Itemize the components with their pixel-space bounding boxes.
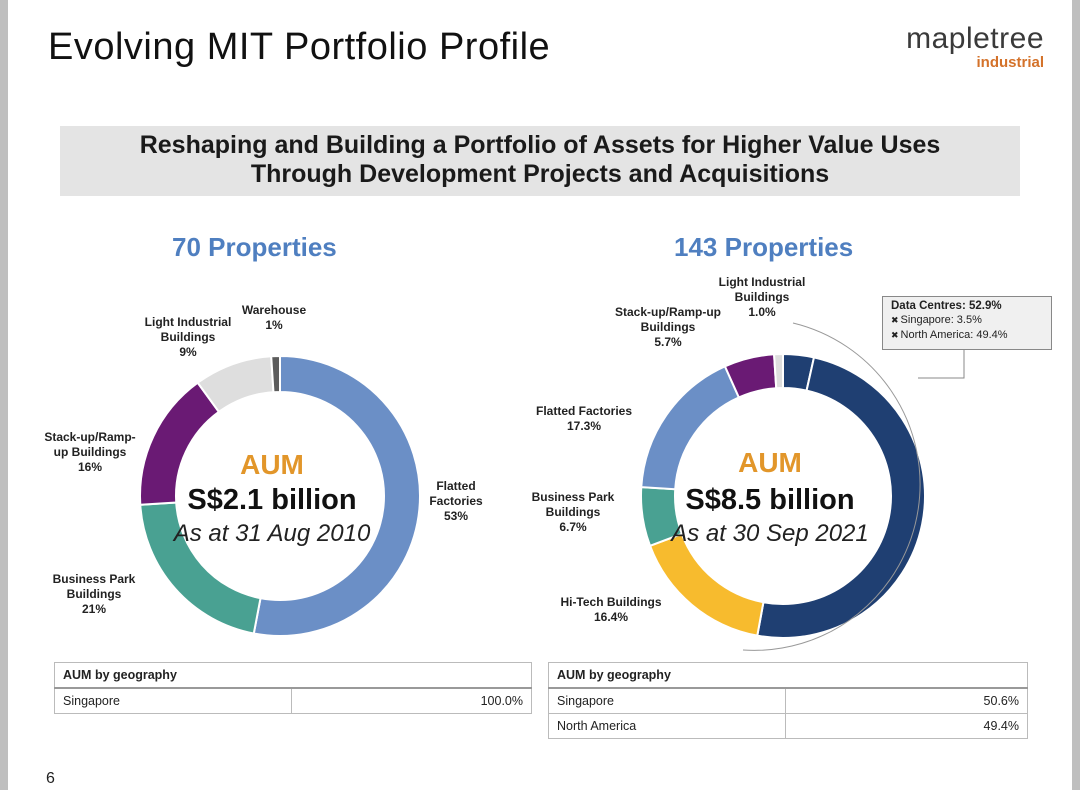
banner-line-1: Reshaping and Building a Portfolio of As… (139, 131, 941, 159)
label-flatted-2010: Flatted Factories 53% (429, 479, 483, 523)
geo-header: AUM by geography (548, 662, 1028, 689)
data-centre-bracket (742, 322, 921, 651)
donut-charts: AUM S$2.1 billion As at 31 Aug 2010 AUM … (44, 275, 965, 651)
geo-value: 100.0% (291, 687, 532, 714)
mapletree-logo: mapletree industrial (906, 24, 1044, 72)
label-stackup-2010: Stack-up/Ramp- up Buildings 16% (44, 430, 135, 474)
svg-text:Warehouse: Warehouse (242, 303, 307, 317)
logo-sub-text: industrial (976, 54, 1044, 71)
svg-text:Business Park: Business Park (53, 572, 136, 586)
aum-date-2010: As at 31 Aug 2010 (172, 520, 371, 547)
callout-item-singapore: ✖ Singapore: 3.5% (891, 314, 982, 326)
svg-text:53%: 53% (444, 509, 468, 523)
geo-region: Singapore (548, 687, 786, 714)
aum-value-2010: S$2.1 billion (187, 484, 356, 516)
slide: Evolving MIT Portfolio Profile mapletree… (8, 0, 1072, 790)
svg-text:Business Park: Business Park (532, 490, 615, 504)
subtitle-banner: Reshaping and Building a Portfolio of As… (60, 126, 1020, 196)
label-business-park-2021: Business Park Buildings 6.7% (532, 490, 615, 534)
aum-value-2021: S$8.5 billion (685, 484, 854, 516)
svg-text:Buildings: Buildings (161, 330, 216, 344)
svg-text:5.7%: 5.7% (654, 335, 682, 349)
svg-text:21%: 21% (82, 602, 106, 616)
callout-item-north-america: ✖ North America: 49.4% (891, 329, 1008, 341)
data-centres-callout: Data Centres: 52.9% ✖ Singapore: 3.5% ✖ No… (882, 296, 1052, 350)
svg-text:16%: 16% (78, 460, 102, 474)
svg-text:Buildings: Buildings (735, 290, 790, 304)
label-flatted-2021: Flatted Factories 17.3% (536, 404, 632, 433)
table-row: Singapore 50.6% (548, 687, 1028, 714)
chart-2021-title: 143 Properties (674, 232, 854, 262)
svg-text:9%: 9% (179, 345, 197, 359)
slice-hi-tech-buildings (648, 532, 765, 637)
label-light-industrial-2010: Light Industrial Buildings 9% (145, 315, 232, 359)
geography-table-2021: AUM by geography Singapore 50.6% North A… (548, 662, 1028, 739)
donut-2010 (139, 354, 421, 637)
chart-2010-title: 70 Properties (172, 232, 337, 262)
svg-text:1%: 1% (265, 318, 283, 332)
table-row: North America 49.4% (548, 713, 1028, 739)
svg-text:Stack-up/Ramp-: Stack-up/Ramp- (44, 430, 135, 444)
geo-header: AUM by geography (54, 662, 532, 689)
svg-text:Buildings: Buildings (67, 587, 122, 601)
label-light-industrial-2021: Light Industrial Buildings 1.0% (719, 275, 806, 319)
slice-light-industrial-buildings (773, 352, 784, 390)
label-stackup-2021: Stack-up/Ramp-up Buildings 5.7% (615, 305, 721, 349)
label-hitech-2021: Hi-Tech Buildings 16.4% (560, 595, 661, 624)
geography-table-2010: AUM by geography Singapore 100.0% (54, 662, 532, 714)
svg-text:16.4%: 16.4% (594, 610, 628, 624)
page-title: Evolving MIT Portfolio Profile (48, 26, 551, 68)
geo-region: Singapore (54, 687, 292, 714)
svg-text:Flatted Factories: Flatted Factories (536, 404, 632, 418)
logo-main-text: mapletree (906, 22, 1044, 55)
geo-region: North America (548, 713, 786, 739)
label-business-park-2010: Business Park Buildings 21% (53, 572, 136, 616)
svg-text:1.0%: 1.0% (748, 305, 776, 319)
banner-line-2: Through Development Projects and Acquisi… (250, 160, 830, 188)
aum-date-2021: As at 30 Sep 2021 (669, 520, 868, 547)
slice-flatted-factories (640, 365, 741, 491)
aum-label-2010: AUM (240, 449, 304, 480)
label-warehouse-2010: Warehouse 1% (242, 303, 307, 332)
svg-text:Buildings: Buildings (546, 505, 601, 519)
geo-value: 49.4% (785, 713, 1028, 739)
svg-text:Buildings: Buildings (641, 320, 696, 334)
svg-text:Hi-Tech Buildings: Hi-Tech Buildings (560, 595, 661, 609)
svg-text:17.3%: 17.3% (567, 419, 601, 433)
svg-text:up Buildings: up Buildings (54, 445, 127, 459)
aum-label-2021: AUM (738, 447, 802, 478)
table-row: Singapore 100.0% (54, 687, 532, 714)
page-number: 6 (46, 770, 55, 787)
svg-text:Flatted: Flatted (436, 479, 475, 493)
callout-leader (918, 350, 965, 379)
svg-text:Stack-up/Ramp-up: Stack-up/Ramp-up (615, 305, 721, 319)
svg-text:Light Industrial: Light Industrial (145, 315, 232, 329)
svg-text:Factories: Factories (429, 494, 483, 508)
svg-text:6.7%: 6.7% (559, 520, 587, 534)
slice-warehouse (270, 354, 281, 394)
donut-2021 (640, 352, 926, 639)
svg-text:Light Industrial: Light Industrial (719, 275, 806, 289)
callout-title: Data Centres: 52.9% (891, 300, 1002, 312)
geo-value: 50.6% (785, 687, 1028, 714)
slice-flatted-factories (252, 354, 421, 637)
